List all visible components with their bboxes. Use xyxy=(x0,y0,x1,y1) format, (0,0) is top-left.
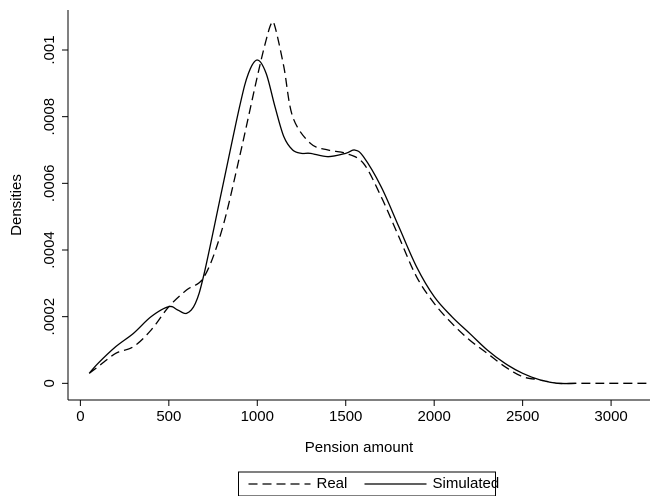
y-axis-title: Densities xyxy=(8,174,25,236)
y-tick-label: .0002 xyxy=(41,298,58,336)
line-series xyxy=(88,20,647,385)
line-series xyxy=(88,59,576,385)
x-tick-label: 2000 xyxy=(417,408,450,425)
y-tick-label: .001 xyxy=(41,35,58,64)
x-tick-label: 1000 xyxy=(241,408,274,425)
x-axis-title: Pension amount xyxy=(305,439,414,456)
y-tick-label: .0008 xyxy=(41,98,58,136)
x-tick-label: 500 xyxy=(156,408,181,425)
y-tick-label: .0006 xyxy=(41,165,58,203)
x-tick-label: 1500 xyxy=(329,408,362,425)
x-tick-label: 2500 xyxy=(506,408,539,425)
legend-label: Simulated xyxy=(433,475,500,492)
y-tick-label: 0 xyxy=(41,379,58,387)
x-tick-label: 0 xyxy=(76,408,84,425)
y-tick-label: .0004 xyxy=(41,231,58,269)
legend-label: Real xyxy=(317,475,348,492)
x-tick-label: 3000 xyxy=(594,408,627,425)
